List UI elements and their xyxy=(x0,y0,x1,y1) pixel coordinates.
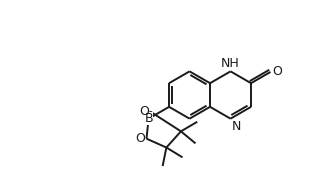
Text: O: O xyxy=(136,132,146,145)
Text: O: O xyxy=(139,105,149,118)
Text: N: N xyxy=(231,120,241,133)
Text: NH: NH xyxy=(221,57,240,70)
Text: B: B xyxy=(144,112,153,125)
Text: O: O xyxy=(272,65,282,79)
